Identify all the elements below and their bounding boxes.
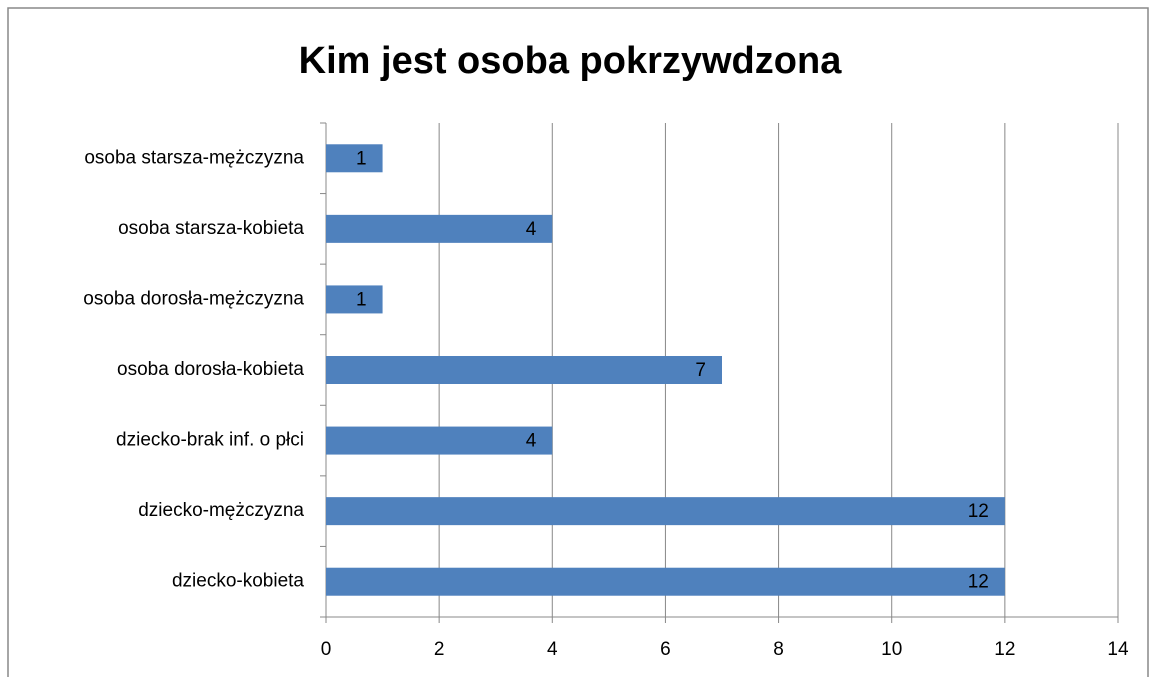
chart-title: Kim jest osoba pokrzywdzona: [299, 40, 843, 82]
bar: [326, 144, 383, 173]
chart-border: [7, 7, 1149, 677]
x-tick-label: 2: [434, 639, 445, 660]
y-tick-label: dziecko-brak inf. o płci: [116, 430, 304, 451]
x-tick-label: 10: [881, 639, 902, 660]
x-tick-label: 12: [994, 639, 1015, 660]
data-label: 7: [695, 360, 706, 381]
bar: [326, 285, 383, 314]
y-tick-label: osoba dorosła-mężczyzna: [83, 288, 304, 309]
x-tick-label: 8: [773, 639, 784, 660]
bar: [326, 567, 1005, 596]
x-tick-label: 14: [1107, 639, 1129, 660]
data-label: 4: [526, 219, 537, 240]
y-tick-label: dziecko-kobieta: [172, 571, 304, 592]
data-label: 12: [968, 572, 989, 593]
x-tick-label: 6: [660, 639, 671, 660]
bar: [326, 426, 553, 455]
bar: [326, 214, 553, 243]
bar: [326, 356, 722, 384]
y-tick-label: dziecko-mężczyzna: [138, 500, 304, 521]
x-tick-label: 0: [321, 639, 332, 660]
y-tick-label: osoba dorosła-kobieta: [117, 359, 304, 380]
data-label: 1: [356, 148, 367, 169]
y-tick-label: osoba starsza-mężczyzna: [84, 147, 304, 168]
y-tick-label: osoba starsza-kobieta: [118, 218, 304, 239]
data-label: 12: [968, 501, 989, 522]
data-label: 4: [526, 431, 537, 452]
data-label: 1: [356, 289, 367, 310]
bar: [326, 497, 1005, 526]
x-tick-label: 4: [547, 639, 558, 660]
